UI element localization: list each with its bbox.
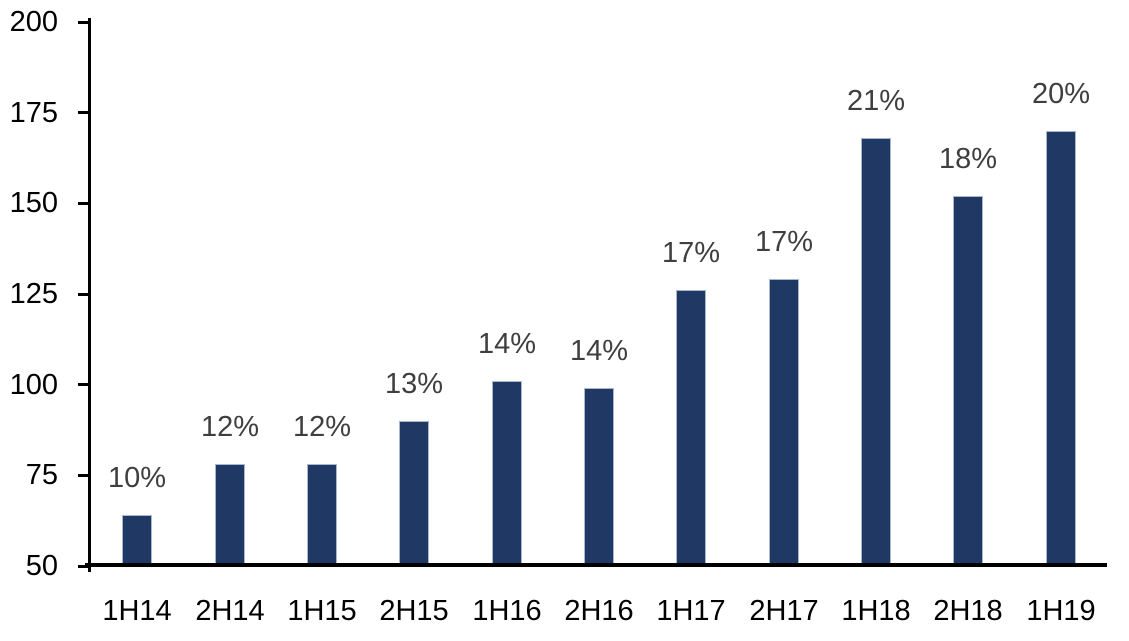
bar bbox=[399, 421, 429, 566]
y-tick-label: 50 bbox=[25, 550, 58, 582]
x-axis-line bbox=[85, 563, 1107, 567]
bar-value-label: 10% bbox=[107, 462, 167, 494]
y-tick-label: 100 bbox=[9, 369, 58, 401]
bar bbox=[307, 464, 337, 566]
x-category-label: 1H15 bbox=[287, 595, 357, 627]
y-tick-label: 125 bbox=[9, 278, 58, 310]
bar bbox=[215, 464, 245, 566]
bar bbox=[769, 279, 799, 566]
y-tick-label: 75 bbox=[25, 459, 58, 491]
bar bbox=[676, 290, 706, 566]
bar bbox=[1046, 131, 1076, 566]
y-tick-mark bbox=[78, 202, 88, 205]
bar-value-label: 14% bbox=[569, 335, 629, 367]
bar bbox=[122, 515, 152, 566]
x-category-label: 2H15 bbox=[379, 595, 449, 627]
y-axis-line bbox=[88, 18, 91, 572]
x-category-label: 2H17 bbox=[749, 595, 819, 627]
y-tick-mark bbox=[78, 474, 88, 477]
bar-value-label: 17% bbox=[754, 226, 814, 258]
x-category-label: 2H14 bbox=[195, 595, 265, 627]
bar-value-label: 13% bbox=[384, 368, 444, 400]
bar-value-label: 17% bbox=[661, 237, 721, 269]
y-tick-label: 200 bbox=[9, 6, 58, 38]
y-tick-mark bbox=[78, 111, 88, 114]
bar bbox=[492, 381, 522, 566]
y-tick-mark bbox=[78, 21, 88, 24]
x-category-label: 1H17 bbox=[656, 595, 726, 627]
bar-value-label: 14% bbox=[477, 328, 537, 360]
bar bbox=[953, 196, 983, 566]
bar-value-label: 12% bbox=[292, 411, 352, 443]
y-tick-mark bbox=[78, 565, 88, 568]
bar-value-label: 12% bbox=[200, 411, 260, 443]
x-category-label: 1H18 bbox=[841, 595, 911, 627]
bar bbox=[861, 138, 891, 566]
x-category-label: 1H19 bbox=[1026, 595, 1096, 627]
bar bbox=[584, 388, 614, 566]
bar-value-label: 18% bbox=[938, 143, 998, 175]
y-tick-label: 175 bbox=[9, 97, 58, 129]
bar-value-label: 21% bbox=[846, 85, 906, 117]
x-category-label: 2H18 bbox=[933, 595, 1003, 627]
x-category-label: 2H16 bbox=[564, 595, 634, 627]
x-category-label: 1H14 bbox=[102, 595, 172, 627]
x-category-label: 1H16 bbox=[472, 595, 542, 627]
y-tick-mark bbox=[78, 293, 88, 296]
y-tick-mark bbox=[78, 383, 88, 386]
bar-value-label: 20% bbox=[1031, 78, 1091, 110]
y-tick-label: 150 bbox=[9, 187, 58, 219]
